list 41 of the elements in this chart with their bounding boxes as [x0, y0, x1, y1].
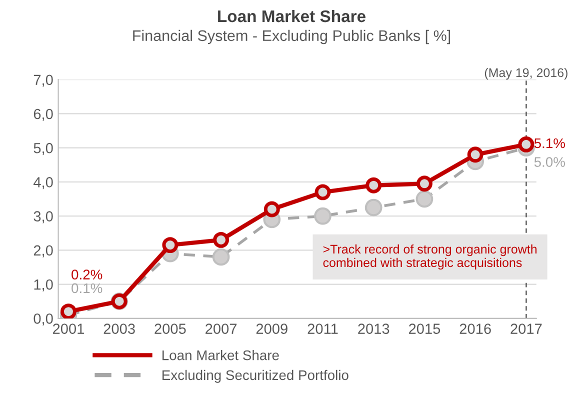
legend-label: Loan Market Share [162, 350, 279, 360]
chart-subtitle: Financial System - Excluding Public Banks [ %] [133, 30, 450, 44]
point [467, 146, 484, 163]
point [60, 304, 76, 318]
data-label: 5.1% [534, 138, 565, 148]
ref-line-label: (May 19, 2016) [484, 68, 568, 80]
y-tick-label: 3,0 [34, 211, 53, 224]
point [314, 207, 332, 225]
point [212, 248, 230, 266]
point [213, 232, 230, 248]
point [366, 177, 382, 194]
y-tick-label: 5,0 [34, 142, 53, 155]
point [162, 237, 178, 254]
x-tick-label: 2017 [510, 324, 542, 334]
x-tick-label: 2015 [408, 324, 440, 334]
x-tick-label: 2005 [154, 324, 186, 334]
chart-title: Loan Market Share [218, 10, 366, 22]
point [416, 190, 434, 208]
data-label: 0.2% [72, 270, 102, 280]
y-tick-label: 2,0 [34, 245, 53, 258]
x-tick-label: 2007 [206, 324, 237, 334]
x-tick-label: 2016 [460, 324, 491, 334]
y-tick-label: 6,0 [34, 108, 53, 121]
x-tick-label: 2009 [256, 324, 288, 334]
y-tick-label: 4,0 [34, 177, 53, 190]
legend-label: Excluding Securitized Portfolio [162, 370, 348, 383]
data-label: 5.0% [534, 157, 565, 167]
point [264, 201, 280, 218]
point [314, 184, 331, 200]
x-tick-label: 2001 [52, 324, 84, 334]
point [416, 176, 432, 192]
y-tick-label: 1,0 [34, 279, 53, 292]
x-tick-label: 2011 [308, 324, 338, 334]
data-label: 0.1% [72, 283, 102, 294]
point [518, 136, 534, 152]
x-tick-label: 2003 [104, 324, 135, 334]
annotation: >Track record of strong organic growth combined with strategic acquisitions [323, 244, 537, 270]
y-tick-label: 7,0 [34, 74, 53, 87]
x-tick-label: 2013 [358, 324, 390, 334]
y-tick-label: 0,0 [34, 314, 53, 326]
point [364, 198, 382, 216]
